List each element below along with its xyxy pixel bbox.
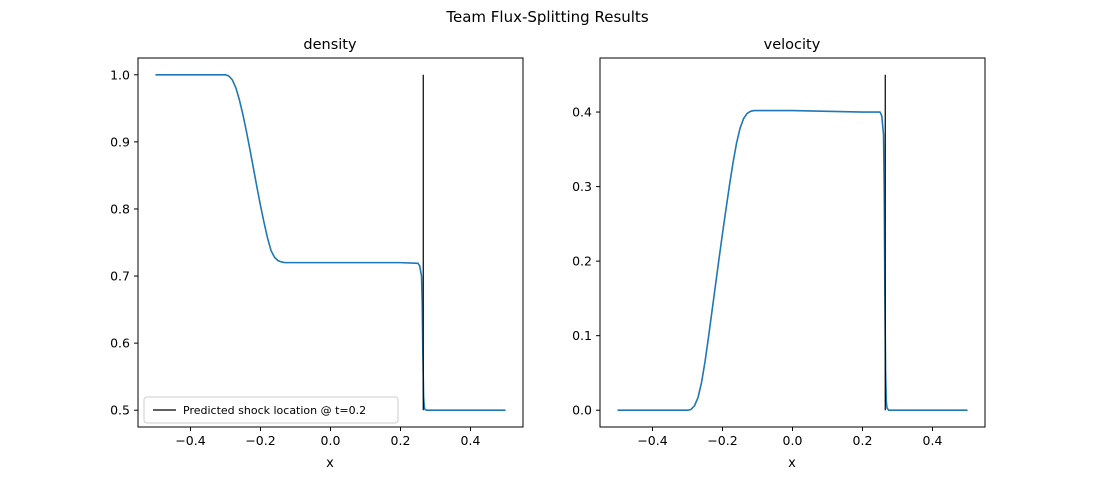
density-axes-frame: [137, 57, 524, 428]
velocity-x-tick-label: 0.2: [853, 433, 873, 448]
density-plot-area: [155, 73, 506, 412]
density-legend: Predicted shock location @ t=0.2: [143, 396, 399, 424]
velocity-panel-title: velocity: [764, 37, 821, 53]
density-y-tick-label: 0.5: [110, 403, 130, 418]
velocity-y-tick-label: 0.2: [572, 254, 592, 269]
density-y-tick-label: 0.8: [110, 201, 130, 216]
velocity-x-tick-label: −0.2: [707, 433, 737, 448]
velocity-y-tick-label: 0.1: [572, 328, 592, 343]
velocity-ticks: −0.4 −0.2 0.0 0.2 0.4 0.0 0.1 0.2 0.3 0.4: [572, 105, 942, 448]
velocity-x-axis-label: x: [788, 456, 796, 471]
velocity-panel: velocity x −0.4 −0.2 0.0 0.2 0.4 0.0 0.1 0.2 0.3…: [572, 37, 986, 471]
legend-box: [143, 396, 399, 424]
density-ticks: −0.4 −0.2 0.0 0.2 0.4 0.5 0.6 0.7 0.8 0.9 1.0: [110, 67, 480, 448]
velocity-y-tick-label: 0.4: [572, 105, 592, 120]
density-x-axis-label: x: [326, 456, 334, 471]
density-y-tick-label: 1.0: [110, 67, 130, 82]
figure-title: Team Flux-Splitting Results: [445, 8, 648, 26]
velocity-y-tick-label: 0.0: [572, 403, 592, 418]
velocity-y-tick-label: 0.3: [572, 179, 592, 194]
density-y-tick-label: 0.9: [110, 134, 130, 149]
density-panel: density x −0.4 −0.2 0.0 0.2 0.4 0.5 0.6 0.7 0.8 0…: [110, 37, 524, 471]
density-series-line: [155, 73, 506, 412]
velocity-axes-frame: [599, 57, 986, 428]
density-x-tick-label: 0.4: [461, 433, 481, 448]
density-y-tick-label: 0.6: [110, 336, 130, 351]
density-x-tick-label: 0.0: [321, 433, 341, 448]
velocity-x-tick-label: −0.4: [637, 433, 667, 448]
velocity-series-line: [617, 109, 968, 412]
density-y-tick-label: 0.7: [110, 269, 130, 284]
density-panel-title: density: [303, 37, 357, 53]
velocity-x-tick-label: 0.4: [923, 433, 943, 448]
velocity-x-tick-label: 0.0: [783, 433, 803, 448]
density-x-tick-label: −0.2: [245, 433, 275, 448]
density-x-tick-label: −0.4: [175, 433, 205, 448]
legend-shock-label: Predicted shock location @ t=0.2: [183, 404, 366, 417]
velocity-plot-area: [617, 74, 968, 412]
density-x-tick-label: 0.2: [391, 433, 411, 448]
